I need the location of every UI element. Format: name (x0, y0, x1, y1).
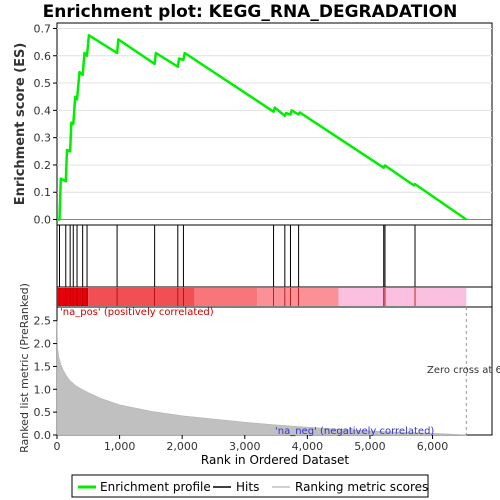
legend-box (71, 474, 429, 498)
enrichment-profile-line (57, 34, 468, 221)
metric-y-tick-label: 0.5 (34, 406, 52, 419)
x-axis-label: Rank in Ordered Dataset (201, 453, 349, 467)
metric-y-tick-label: 2.0 (34, 338, 52, 351)
rank-bar-segment (57, 288, 89, 306)
rank-bar-group (57, 288, 467, 306)
x-tick-label: 1,000 (104, 440, 136, 453)
metric-y-ticks: 0.0 0.5 1.0 1.5 2.0 2.5 (34, 315, 57, 442)
es-y-tick-label: 0.4 (34, 104, 52, 117)
metric-group (56, 307, 467, 436)
rank-bar-segment (88, 288, 195, 306)
legend-label-metric: Ranking metric scores (295, 480, 428, 494)
es-y-tick-label: 0.6 (34, 50, 52, 63)
x-tick-label: 3,000 (229, 440, 261, 453)
es-y-ticks: 0.0 0.1 0.2 0.3 0.4 0.5 0.6 0.7 (34, 22, 57, 227)
chart-title: Enrichment plot: KEGG_RNA_DEGRADATION (43, 2, 458, 22)
hits-panel-frame (56, 224, 493, 288)
metric-y-tick-label: 0.0 (34, 429, 52, 442)
es-line-group (57, 34, 468, 221)
x-tick-label: 4,000 (292, 440, 324, 453)
es-y-tick-label: 0.3 (34, 132, 52, 145)
es-y-tick-label: 0.1 (34, 186, 52, 199)
legend: Enrichment profile Hits Ranking metric s… (71, 474, 429, 498)
hits-group (59, 225, 416, 287)
es-y-tick-label: 0.2 (34, 159, 52, 172)
es-y-tick-label: 0.7 (34, 22, 52, 35)
metric-y-axis-label: Ranked list metric (PreRanked) (18, 283, 31, 453)
rank-bar-segment (194, 288, 258, 306)
annotation-positive: 'na_pos' (positively correlated) (60, 307, 214, 318)
es-grid (57, 27, 492, 221)
metric-y-tick-label: 1.0 (34, 383, 52, 396)
ranking-metric-area (56, 320, 467, 436)
annotation-negative: 'na_neg' (negatively correlated) (275, 426, 434, 437)
annotation-zero-cross: Zero cross at 6 (427, 365, 500, 376)
es-y-axis-label: Enrichment score (ES) (13, 43, 28, 206)
x-tick-label: 0 (54, 440, 61, 453)
legend-label-hits: Hits (236, 480, 259, 494)
rank-bar-segment (338, 288, 467, 306)
es-panel-frame (56, 22, 493, 226)
es-y-tick-label: 0.5 (34, 77, 52, 90)
x-tick-label: 2,000 (166, 440, 198, 453)
metric-y-tick-label: 1.5 (34, 360, 52, 373)
rank-bar-segment (257, 288, 339, 306)
x-tick-label: 6,000 (417, 440, 449, 453)
es-y-tick-label: 0.0 (34, 214, 52, 227)
legend-label-enrichment: Enrichment profile (100, 480, 211, 494)
x-ticks: 0 1,000 2,000 3,000 4,000 5,000 6,000 (54, 435, 449, 453)
metric-y-tick-label: 2.5 (34, 315, 52, 328)
x-tick-label: 5,000 (354, 440, 386, 453)
